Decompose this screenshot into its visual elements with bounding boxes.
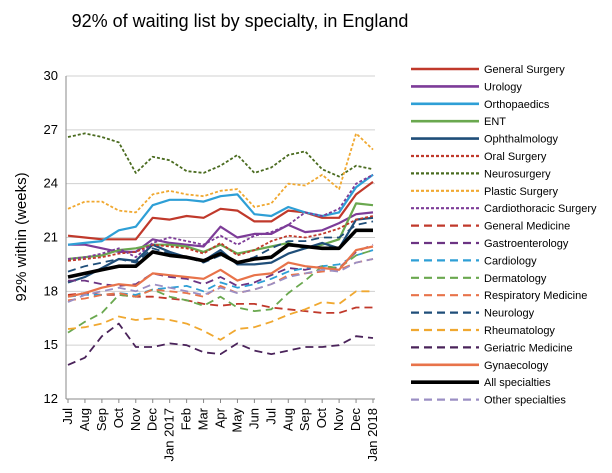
legend-label: Cardiothoracic Surgery	[484, 203, 597, 215]
legend-item: Oral Surgery	[411, 151, 547, 163]
legend-label: Neurology	[484, 308, 535, 320]
legend-label: Respiratory Medicine	[484, 290, 587, 302]
legend-label: Orthopaedics	[484, 99, 550, 111]
legend-item: Neurology	[411, 308, 535, 320]
legend-item: Cardiology	[411, 255, 537, 267]
legend-label: Ophthalmology	[484, 134, 558, 146]
gridlines	[66, 75, 375, 400]
legend-label: Dermatology	[484, 273, 547, 285]
series-line-all-specialties	[67, 228, 373, 279]
x-tick-label: Mar	[196, 407, 211, 430]
series-line-oral-surgery	[67, 215, 374, 262]
legend-label: Cardiology	[484, 255, 537, 267]
legend-item: Gynaecology	[411, 360, 549, 372]
series-line-urology	[68, 211, 374, 253]
series-line-ent	[67, 202, 374, 261]
legend-label: Gastroenterology	[484, 238, 569, 250]
legend-item: All specialties	[411, 377, 551, 389]
x-tick-label: Oct	[314, 408, 329, 429]
legend-label: Other specialties	[484, 395, 566, 407]
legend-item: General Medicine	[411, 221, 570, 233]
legend: General Surgery Urology Orthopaedics ENT Oph…	[411, 64, 597, 407]
series-line-respiratory-medicine	[67, 258, 374, 302]
legend-label: Oral Surgery	[484, 151, 547, 163]
x-tick-label: Sep	[297, 408, 312, 431]
legend-label: ENT	[484, 116, 506, 128]
legend-item: Neurosurgery	[411, 168, 551, 180]
series-line-gynaecology	[67, 245, 374, 298]
y-tick-label: 18	[44, 283, 58, 298]
legend-item: General Surgery	[411, 64, 565, 76]
x-tick-label: Dec	[348, 408, 363, 432]
legend-item: Plastic Surgery	[411, 186, 558, 198]
legend-item: Dermatology	[411, 273, 547, 285]
x-tick-label: Aug	[77, 408, 92, 431]
x-tick-label: Apr	[213, 407, 228, 428]
series-line-cardiothoracic-surgery	[67, 173, 374, 260]
legend-item: Geriatric Medicine	[411, 342, 573, 354]
legend-item: Other specialties	[411, 395, 566, 407]
legend-item: Gastroenterology	[411, 238, 569, 250]
x-tick-label: Nov	[128, 408, 143, 432]
legend-label: Plastic Surgery	[484, 186, 558, 198]
y-tick-label: 30	[44, 68, 58, 83]
y-tick-label: 21	[44, 230, 58, 245]
x-tick-label: May	[229, 408, 244, 433]
legend-item: Ophthalmology	[411, 134, 558, 146]
legend-item: ENT	[411, 116, 506, 128]
y-tick-label: 27	[44, 122, 58, 137]
legend-label: General Medicine	[484, 221, 570, 233]
x-tick-label: Nov	[331, 408, 346, 432]
series-line-plastic-surgery	[67, 132, 374, 214]
series-line-general-surgery	[67, 181, 374, 241]
y-tick-label: 24	[44, 176, 58, 191]
legend-label: Neurosurgery	[484, 168, 551, 180]
legend-label: Rheumatology	[484, 325, 555, 337]
legend-item: Orthopaedics	[411, 99, 550, 111]
legend-item: Cardiothoracic Surgery	[411, 203, 597, 215]
x-tick-label: Jun	[246, 408, 261, 429]
legend-item: Respiratory Medicine	[411, 290, 587, 302]
series-line-cardiology	[67, 249, 374, 298]
series-line-rheumatology	[67, 290, 373, 341]
y-tick-label: 12	[44, 391, 58, 406]
series-lines	[67, 132, 374, 366]
x-tick-label: Feb	[179, 408, 194, 430]
x-tick-label: Oct	[111, 408, 126, 429]
legend-item: Rheumatology	[411, 325, 555, 337]
series-line-geriatric-medicine	[67, 322, 374, 366]
x-tick-label: Sep	[94, 408, 109, 431]
chart-title: 92% of waiting list by specialty, in Eng…	[72, 11, 409, 31]
x-tick-label: Dec	[145, 408, 160, 432]
x-tick-label: Jul	[60, 408, 75, 425]
legend-label: Urology	[484, 81, 522, 93]
y-axis-title: 92% within (weeks)	[13, 172, 30, 301]
series-line-neurosurgery	[67, 132, 374, 178]
series-line-other-specialties	[67, 258, 374, 303]
legend-label: General Surgery	[484, 64, 565, 76]
y-tick-label: 15	[44, 337, 58, 352]
legend-label: All specialties	[484, 377, 551, 389]
legend-label: Geriatric Medicine	[484, 342, 573, 354]
x-tick-label: Jan 2017	[162, 408, 177, 462]
legend-item: Urology	[411, 81, 522, 93]
legend-label: Gynaecology	[484, 360, 549, 372]
x-tick-label: Jul	[263, 408, 278, 425]
series-line-dermatology	[67, 249, 374, 334]
x-tick-label: Aug	[280, 408, 295, 431]
x-tick-label: Jan 2018	[365, 408, 380, 462]
